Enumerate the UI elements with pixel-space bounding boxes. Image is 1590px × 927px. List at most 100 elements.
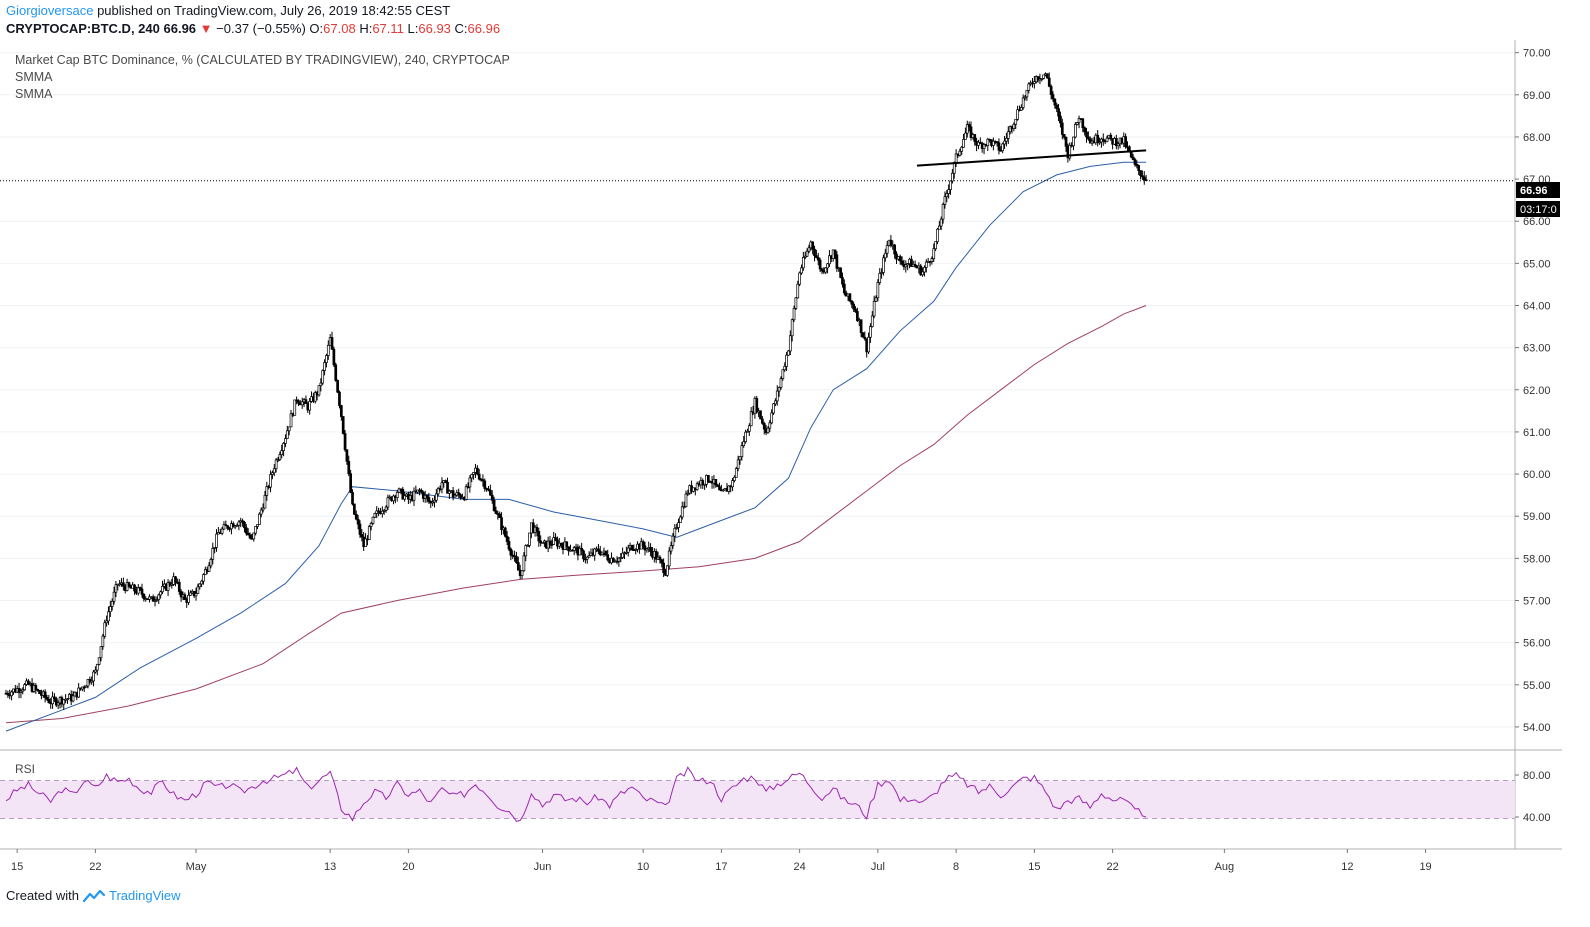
smma-slow-line: [5, 305, 1147, 724]
candle-body: [649, 547, 652, 552]
candle-body: [259, 509, 263, 515]
candle-body: [671, 535, 675, 546]
candle-body: [194, 593, 198, 597]
candle-body: [45, 697, 49, 700]
candle-body: [293, 399, 297, 416]
trendline[interactable]: [916, 149, 1147, 167]
indicator-smma-1[interactable]: SMMA: [15, 70, 53, 84]
candle-body: [1006, 131, 1010, 139]
candle-body: [336, 380, 339, 393]
candle-body: [371, 516, 375, 524]
candle-body: [781, 369, 785, 379]
time-tick-label: 13: [324, 861, 336, 873]
candle-body: [904, 264, 908, 268]
candle-body: [451, 490, 455, 498]
candle-body: [1047, 77, 1051, 87]
candle-body: [179, 591, 183, 598]
indicator-smma-2[interactable]: SMMA: [15, 87, 53, 101]
candle-body: [930, 258, 934, 262]
price-tick-label: 62.00: [1523, 385, 1551, 397]
candle-body: [701, 480, 705, 486]
candle-body: [716, 484, 720, 487]
symbol[interactable]: CRYPTOCAP:BTC.D, 240: [6, 21, 160, 36]
candle-body: [326, 344, 330, 356]
candle-body: [1085, 131, 1088, 138]
candle-body: [1023, 96, 1027, 99]
candle-body: [667, 550, 671, 567]
candle-body: [1051, 94, 1055, 100]
candle-body: [483, 480, 487, 489]
candle-body: [36, 689, 40, 691]
candle-body: [759, 410, 762, 420]
rsi-label[interactable]: RSI: [15, 762, 36, 776]
candle-body: [472, 472, 475, 475]
candle-body: [604, 550, 608, 556]
candle-body: [1109, 134, 1113, 139]
candle-body: [1101, 138, 1105, 142]
candle-body: [490, 494, 494, 501]
candle-body: [936, 228, 939, 243]
candle-body: [500, 517, 503, 531]
candle-body: [343, 433, 347, 451]
price-tick-label: 58.00: [1523, 553, 1551, 565]
candle-body: [157, 594, 161, 600]
author-link[interactable]: Giorgioversace: [6, 3, 94, 18]
candle-body: [870, 315, 874, 327]
candle-body: [643, 545, 647, 551]
candle-body: [420, 489, 423, 493]
candle-body: [805, 250, 809, 257]
candle-body: [200, 580, 203, 585]
triangle-down-icon: ▼: [199, 21, 213, 36]
price-axis[interactable]: 70.0069.0068.0067.0066.0065.0064.0063.00…: [1515, 48, 1551, 734]
candle-body: [94, 669, 97, 673]
change-value: −0.37 (−0.55%): [216, 21, 306, 36]
candle-body: [733, 476, 736, 481]
rsi-line: [5, 766, 1147, 822]
candle-body: [161, 586, 164, 593]
candle-body: [880, 272, 883, 274]
candle-body: [850, 300, 854, 305]
candle-body: [122, 582, 125, 587]
high-value: 67.11: [372, 21, 404, 36]
candle-body: [779, 378, 783, 388]
candle-body: [1073, 124, 1077, 138]
candle-body: [103, 622, 107, 637]
candle-body: [774, 400, 777, 405]
candle-body: [47, 698, 51, 704]
candle-body: [770, 412, 774, 424]
candle-body: [51, 696, 54, 705]
candle-body: [330, 337, 334, 350]
candle-body: [539, 540, 543, 544]
footer: Created with TradingView: [6, 888, 181, 903]
publish-line: Giorgioversace published on TradingView.…: [6, 3, 450, 18]
low-label: L:: [407, 21, 419, 36]
candle-body: [244, 527, 248, 534]
candle-body: [744, 431, 747, 443]
candle-body: [816, 257, 820, 261]
candle-body: [867, 336, 870, 353]
candle-body: [284, 438, 287, 444]
candle-body: [1075, 122, 1079, 125]
candle-body: [585, 556, 589, 560]
candle-body: [1046, 73, 1049, 79]
candle-body: [606, 554, 610, 561]
tradingview-brand[interactable]: TradingView: [108, 888, 181, 903]
candle-body: [762, 422, 766, 430]
candle-body: [403, 495, 407, 500]
candle-body: [1021, 97, 1025, 108]
candle-body: [274, 459, 278, 470]
candle-body: [97, 657, 101, 665]
time-axis[interactable]: 15 22 May 13 20 Jun 10 17 24 Jul 8 15 22 Aug 12 19: [11, 849, 1432, 873]
candle-body: [740, 445, 744, 457]
candle-body: [142, 593, 146, 600]
series-title[interactable]: Market Cap BTC Dominance, % (CALCULATED …: [15, 53, 510, 67]
candle-body: [1008, 126, 1012, 133]
price-tick-label: 68.00: [1523, 132, 1551, 144]
candle-body: [703, 483, 706, 486]
candle-body: [1014, 118, 1018, 125]
candle-body: [308, 401, 312, 411]
candle-body: [170, 583, 174, 586]
candle-body: [785, 354, 788, 367]
candle-body: [356, 518, 360, 525]
